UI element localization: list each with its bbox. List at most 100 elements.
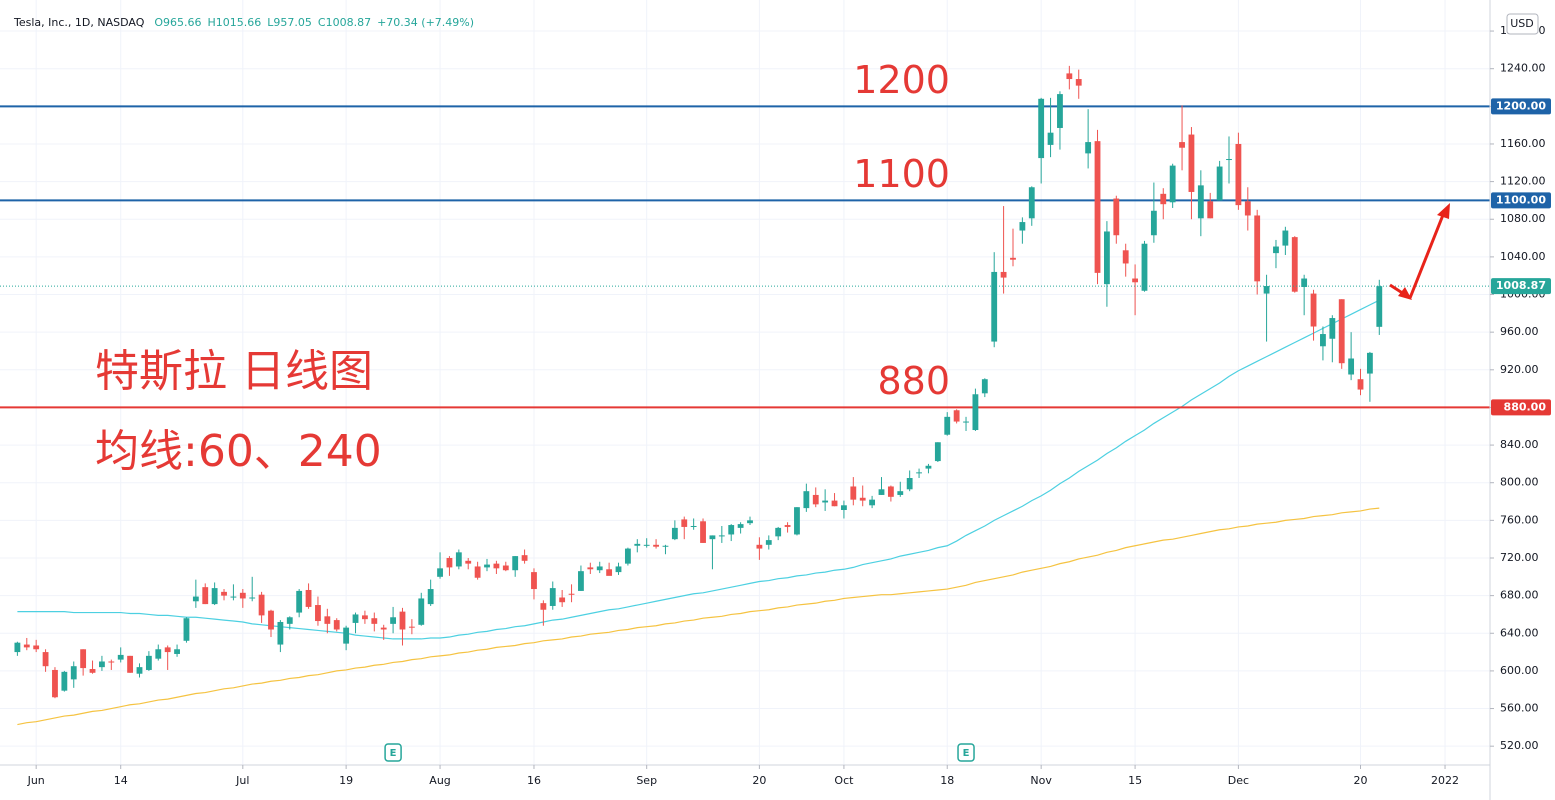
y-tick-label: 1240.00 — [1500, 62, 1546, 75]
candle-body — [737, 524, 744, 528]
candle-body — [455, 552, 462, 567]
candle-body — [1226, 159, 1232, 161]
candle-body — [841, 505, 847, 510]
candle-body — [1019, 222, 1026, 231]
y-tick-label: 1040.00 — [1500, 250, 1546, 263]
candle-body — [1329, 318, 1336, 339]
candle-body — [1197, 185, 1204, 219]
x-tick-label: Nov — [1030, 774, 1052, 787]
candle-body — [1141, 243, 1148, 291]
arrows — [1389, 203, 1450, 300]
candle-body — [1047, 132, 1054, 145]
candle-body — [549, 588, 556, 606]
candle-body — [1348, 358, 1355, 375]
candle-body — [1301, 278, 1308, 287]
candle-body — [1160, 193, 1167, 205]
candle-body — [925, 465, 932, 469]
candle-body — [784, 525, 791, 527]
candle-body — [136, 667, 143, 674]
candle-body — [1207, 201, 1214, 219]
ohlc-value: L957.05 — [267, 16, 312, 29]
candle-body — [408, 626, 415, 628]
candle-body — [52, 669, 58, 698]
candle-body — [1000, 271, 1007, 278]
candle-body — [953, 410, 960, 422]
moving-average — [17, 507, 1380, 726]
y-tick-label: 640.00 — [1500, 626, 1539, 639]
candle-body — [1132, 278, 1139, 283]
candle-body — [681, 519, 688, 527]
candle-body — [1085, 142, 1092, 154]
candle-body — [1028, 187, 1035, 219]
candle-body — [493, 563, 500, 569]
candle-body — [1113, 198, 1120, 236]
candle-body — [42, 652, 49, 667]
candle-body — [361, 615, 368, 620]
x-tick-label: 16 — [527, 774, 541, 787]
candle-body — [1057, 94, 1063, 128]
candle-body — [831, 500, 838, 507]
candle-body — [596, 566, 603, 571]
ohlc-value: C1008.87 — [318, 16, 371, 29]
candle-body — [822, 500, 829, 503]
candle-body — [1066, 73, 1073, 80]
candle-body — [174, 649, 180, 654]
candle-body — [89, 669, 96, 673]
candle-body — [502, 565, 509, 571]
x-tick-label: 15 — [1128, 774, 1142, 787]
candle-body — [286, 617, 293, 624]
event-marker — [957, 743, 975, 762]
candle-body — [1075, 79, 1082, 86]
candle-body — [916, 472, 922, 474]
event-label: E — [963, 748, 970, 759]
y-tick-label: 680.00 — [1500, 589, 1539, 602]
level-label: 1200.00 — [1496, 99, 1546, 112]
candle-body — [390, 617, 397, 624]
candle-body — [944, 416, 951, 435]
candle-body — [775, 527, 782, 537]
candle-body — [521, 555, 528, 561]
candle-body — [99, 661, 105, 668]
level-annotation: 880 — [877, 359, 950, 403]
candle-body — [14, 642, 21, 653]
candle-body — [333, 620, 340, 630]
x-tick-label: Sep — [636, 774, 657, 787]
y-tick-label: 1160.00 — [1500, 137, 1546, 150]
candle-body — [23, 644, 30, 648]
y-tick-label: 920.00 — [1500, 363, 1539, 376]
candle-body — [427, 589, 434, 605]
candle-body — [1291, 237, 1298, 292]
candle-body — [277, 621, 284, 645]
candle-body — [343, 627, 350, 644]
candle-body — [624, 548, 631, 564]
y-tick-label: 720.00 — [1500, 551, 1539, 564]
candle-body — [606, 569, 613, 576]
candle-body — [268, 610, 274, 630]
candle-body — [80, 649, 87, 669]
candle-body — [1376, 286, 1383, 327]
candle-body — [578, 571, 584, 591]
candle-body — [1254, 215, 1261, 282]
level-label: 880.00 — [1504, 400, 1547, 413]
event-marker — [384, 743, 402, 762]
candle-body — [1357, 379, 1364, 390]
candle-body — [484, 564, 490, 568]
candle-body — [531, 572, 537, 590]
candle-body — [1263, 286, 1270, 294]
candle-body — [1366, 352, 1373, 374]
candle-body — [230, 596, 237, 598]
candle-body — [634, 543, 641, 546]
currency-box[interactable] — [1506, 13, 1539, 35]
y-tick-label: 520.00 — [1500, 739, 1539, 752]
y-tick-label: 1120.00 — [1500, 175, 1546, 188]
currency[interactable]: USD — [1510, 17, 1534, 30]
arrow — [1408, 214, 1445, 299]
candle-body — [117, 654, 124, 660]
candle-body — [164, 647, 171, 653]
y-tick-label: 840.00 — [1500, 438, 1539, 451]
candle-body — [70, 666, 77, 680]
candle-body — [1169, 165, 1176, 203]
level-annotation: 1200 — [853, 58, 950, 102]
candle-body — [747, 520, 753, 524]
